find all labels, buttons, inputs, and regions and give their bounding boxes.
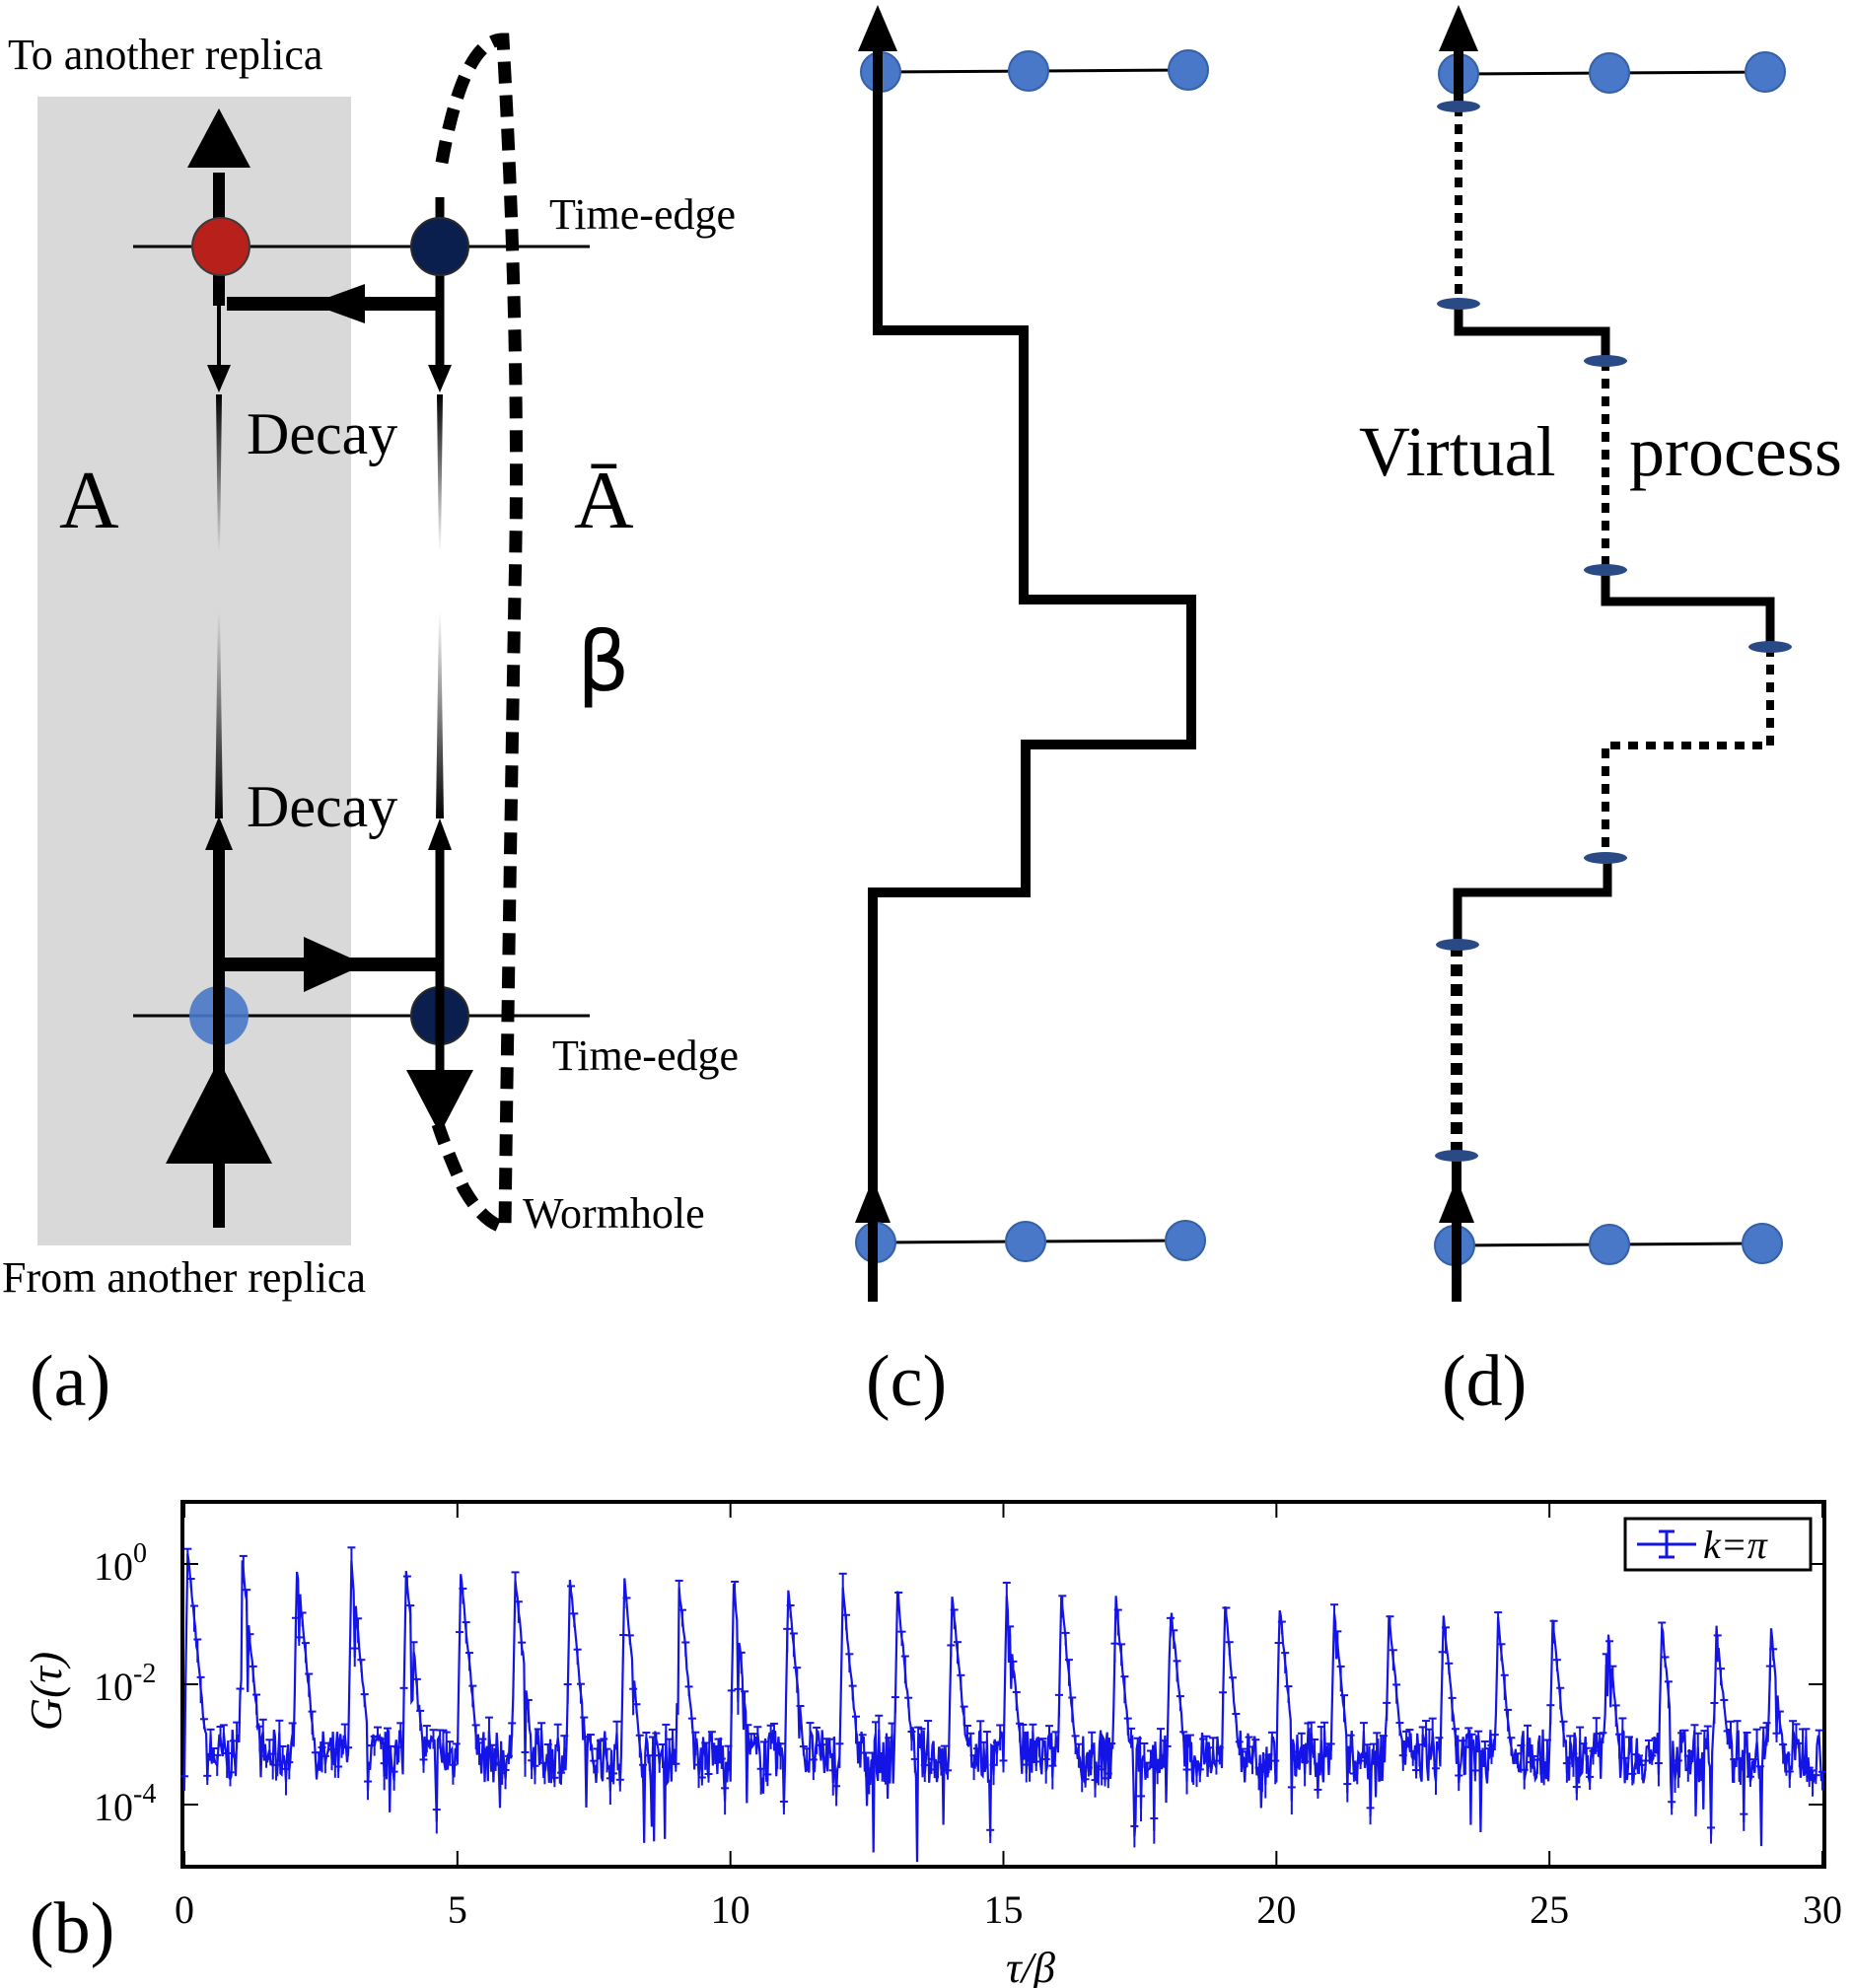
right-arrow-icon [304, 937, 365, 992]
up-arrow-top-icon [1439, 5, 1478, 51]
region-label-abar: Ā [574, 455, 634, 546]
y-tick-label: 10-2 [94, 1659, 156, 1709]
x-tick-label: 0 [175, 1887, 194, 1932]
time-edge-upper-label: Time-edge [549, 190, 736, 239]
chart-series [180, 1546, 1826, 1863]
site [1008, 50, 1049, 92]
vertex-marker [1436, 939, 1479, 951]
panel-label-c: (c) [866, 1341, 947, 1422]
virtual-label: Virtual [1359, 412, 1556, 491]
up-arrow-bottom-icon [855, 1178, 891, 1223]
top-text: To another replica [8, 31, 322, 79]
x-tick-label: 30 [1803, 1887, 1842, 1932]
x-tick-label: 20 [1256, 1887, 1296, 1932]
panel-label-d: (d) [1442, 1341, 1527, 1422]
left-arrow-icon [311, 284, 365, 323]
worldline-d-step3 [1453, 858, 1612, 945]
site [1165, 1220, 1206, 1261]
up-arrow-bottom-icon [1439, 1178, 1474, 1223]
decay-lower-label: Decay [247, 774, 397, 839]
x-tick-label: 10 [711, 1887, 750, 1932]
worldline-c [868, 44, 1196, 1302]
down-arrow-right-icon [428, 365, 452, 392]
panel-a: To another replica From another replica … [2, 31, 739, 1422]
vertex-marker [1584, 564, 1627, 576]
region-label-a: A [59, 455, 119, 546]
big-down-arrow-icon [406, 1070, 473, 1134]
region-a-shading [37, 97, 351, 1245]
panel-label-a: (a) [30, 1341, 110, 1422]
site [1742, 1223, 1783, 1264]
site-navy-upper [410, 217, 469, 276]
vertex-marker [1584, 852, 1627, 864]
vertex-marker [1748, 641, 1792, 653]
big-up-arrow-icon [166, 1060, 272, 1164]
y-tick-label: 100 [94, 1538, 147, 1589]
y-axis-label: G(τ) [21, 1652, 71, 1731]
x-tick-label: 25 [1530, 1887, 1569, 1932]
right-decay-fade-lower [436, 611, 444, 818]
wormhole-label: Wormhole [523, 1189, 705, 1238]
up-arrow-top-icon [858, 5, 897, 51]
up-arrow-right-icon [428, 818, 452, 850]
x-axis: 0 5 10 15 20 25 30 [175, 1504, 1842, 1932]
decay-upper-label: Decay [247, 401, 397, 466]
left-decay-fade-upper [216, 394, 222, 552]
vertex-marker [1584, 355, 1627, 367]
site [1589, 52, 1630, 94]
site [1589, 1224, 1630, 1265]
left-decay-fade-lower [215, 611, 223, 818]
time-edge-lower-label: Time-edge [552, 1031, 739, 1080]
vertex-marker [1435, 1150, 1478, 1162]
y-tick-label: 10-4 [94, 1779, 156, 1829]
worldline-d-step2 [1601, 570, 1775, 647]
x-axis-label: τ/β [1006, 1944, 1055, 1988]
right-decay-fade-upper [437, 394, 443, 552]
panel-label-b: (b) [30, 1888, 114, 1969]
vertex-marker [1437, 101, 1480, 112]
vertex-marker [1437, 298, 1480, 310]
virtual-dotted [1602, 647, 1774, 858]
site [1005, 1221, 1046, 1262]
legend-label: k=π [1703, 1523, 1768, 1567]
worldline-d-step1 [1454, 304, 1610, 361]
process-label: process [1629, 412, 1842, 491]
site-red [191, 217, 250, 276]
bottom-text: From another replica [2, 1253, 366, 1302]
beta-label: β [577, 613, 630, 710]
x-tick-label: 15 [984, 1887, 1024, 1932]
x-tick-label: 5 [448, 1887, 467, 1932]
panel-b: 0 5 10 15 20 25 30 100 10-2 10-4 k=π τ/β G(τ) (b… [21, 1500, 1842, 1988]
plot-frame [180, 1500, 1826, 1869]
wormhole-loop [431, 33, 523, 1237]
up-arrow-top-icon [187, 108, 250, 168]
up-arrow-icon [205, 816, 233, 850]
site [1168, 49, 1209, 91]
panel-c: (c) [855, 5, 1209, 1422]
down-arrow-icon [207, 365, 231, 392]
panel-d: Virtual process (d) [1359, 5, 1842, 1422]
site [1745, 51, 1786, 93]
